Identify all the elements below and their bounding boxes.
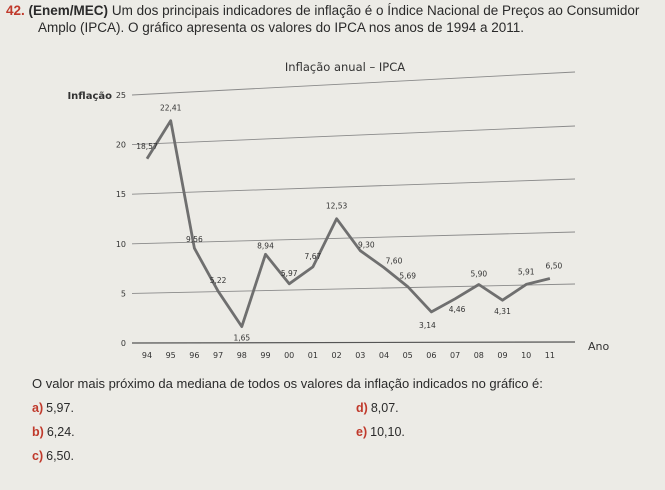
header-text-1: Um dos principais indicadores de inflaçã… (111, 3, 640, 18)
option-b[interactable]: b) 6,24. (32, 424, 75, 440)
data-label: 4,46 (449, 305, 466, 314)
y-tick-labels: 0 5 10 15 20 25 (116, 91, 126, 348)
x-tick-label: 11 (545, 351, 555, 360)
gridline (131, 125, 576, 146)
data-label: 7,60 (386, 257, 403, 266)
data-label: 22,41 (160, 104, 182, 113)
option-d[interactable]: d) 8,07. (356, 400, 399, 416)
y-axis-label: Inflação (67, 91, 112, 102)
data-label: 5,69 (399, 272, 416, 281)
x-tick-label: 95 (166, 351, 176, 360)
data-label: 5,22 (210, 276, 227, 285)
option-e-text: 10,10. (370, 425, 405, 439)
data-label: 12,53 (326, 202, 348, 211)
data-label: 7,67 (305, 252, 322, 261)
option-d-text: 8,07. (370, 401, 399, 415)
header-text-2: Amplo (IPCA). O gráfico apresenta os val… (38, 20, 525, 35)
question-number: 42. (6, 3, 25, 18)
x-tick-label: 08 (474, 351, 484, 360)
x-tick-label: 04 (379, 351, 389, 360)
question-text: O valor mais próximo da mediana de todos… (32, 376, 543, 391)
data-label: 9,30 (358, 241, 375, 250)
x-tick-label: 01 (308, 351, 318, 360)
x-tick-label: 05 (403, 351, 413, 360)
option-a[interactable]: a) 5,97. (32, 400, 74, 416)
x-tick-label: 07 (450, 351, 460, 360)
option-a-letter: a) (32, 401, 44, 415)
ipca-line-chart: Inflação anual – IPCA Inflação Ano 05101… (67, 60, 609, 360)
x-tick-label: 00 (284, 351, 294, 360)
x-axis-label: Ano (588, 340, 609, 353)
y-tick-label: 20 (116, 141, 126, 150)
x-tick-label: 02 (332, 351, 342, 360)
data-labels: 18,57 22,41 9,56 5,22 1,65 8,94 5,97 7,67 12,53 9… (136, 104, 562, 343)
x-tick-label: 03 (355, 351, 365, 360)
y-tick-label: 10 (116, 240, 126, 249)
data-label: 6,50 (546, 262, 563, 271)
y-tick-label: 25 (116, 91, 126, 100)
option-d-letter: d) (356, 401, 368, 415)
data-label: 4,31 (494, 307, 511, 316)
option-b-letter: b) (32, 425, 44, 439)
data-label: 5,97 (281, 269, 298, 278)
y-tick-label: 15 (116, 190, 126, 199)
gridline (131, 283, 576, 294)
option-c[interactable]: c) 6,50. (32, 448, 74, 464)
x-tick-label: 99 (260, 351, 270, 360)
option-e-letter: e) (356, 425, 368, 439)
gridline (131, 231, 576, 245)
data-label: 9,56 (186, 235, 203, 244)
gridline (131, 341, 576, 344)
option-e[interactable]: e) 10,10. (356, 424, 405, 440)
x-tick-label: 96 (189, 351, 199, 360)
x-tick-label: 09 (497, 351, 507, 360)
x-tick-label: 97 (213, 351, 223, 360)
gridlines (131, 71, 576, 344)
data-label: 1,65 (233, 334, 250, 343)
series-line (145, 119, 551, 329)
option-b-text: 6,24. (46, 425, 75, 439)
header-line-1: 42. (Enem/MEC) Um dos principais indicad… (6, 2, 661, 19)
y-tick-label: 5 (121, 289, 126, 298)
x-tick-label: 98 (237, 351, 247, 360)
x-tick-label: 10 (521, 351, 531, 360)
data-label: 18,57 (136, 142, 158, 151)
question-header: 42. (Enem/MEC) Um dos principais indicad… (6, 2, 661, 36)
x-tick-label: 06 (426, 351, 436, 360)
question-source: (Enem/MEC) (28, 3, 109, 18)
y-tick-label: 0 (121, 339, 126, 348)
gridline (131, 71, 576, 96)
gridline (131, 178, 576, 195)
data-label: 3,14 (419, 321, 436, 330)
x-tick-labels: 94 95 96 97 98 99 00 01 02 03 04 05 06 07 08 09 10 11 (142, 351, 555, 360)
option-c-letter: c) (32, 449, 44, 463)
data-label: 8,94 (257, 241, 274, 250)
data-label: 5,90 (470, 269, 487, 278)
x-tick-label: 94 (142, 351, 152, 360)
data-label: 5,91 (518, 267, 535, 276)
option-a-text: 5,97. (46, 401, 74, 415)
option-c-text: 6,50. (46, 449, 74, 463)
chart-title: Inflação anual – IPCA (285, 60, 405, 74)
